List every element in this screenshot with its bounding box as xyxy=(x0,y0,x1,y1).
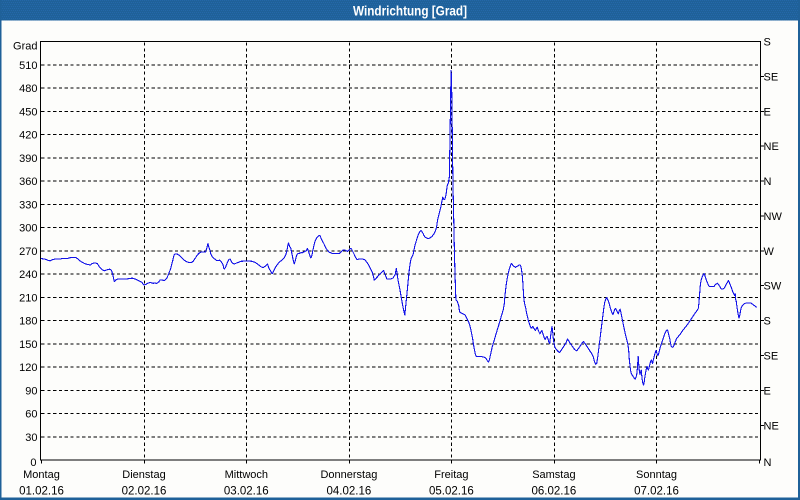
svg-text:420: 420 xyxy=(19,130,37,142)
svg-text:Samstag: Samstag xyxy=(532,469,575,481)
svg-text:E: E xyxy=(764,106,771,118)
svg-text:07.02.16: 07.02.16 xyxy=(634,486,679,498)
svg-text:Montag: Montag xyxy=(23,469,60,481)
svg-text:S: S xyxy=(764,316,771,328)
svg-text:390: 390 xyxy=(19,153,37,165)
svg-text:SW: SW xyxy=(764,281,782,293)
svg-text:120: 120 xyxy=(19,362,37,374)
svg-text:0: 0 xyxy=(30,457,36,469)
svg-text:Mittwoch: Mittwoch xyxy=(225,469,268,481)
svg-text:NE: NE xyxy=(764,141,779,153)
svg-text:E: E xyxy=(764,385,771,397)
svg-text:02.02.16: 02.02.16 xyxy=(122,486,167,498)
svg-text:60: 60 xyxy=(25,409,37,421)
svg-text:Sonntag: Sonntag xyxy=(636,469,677,481)
svg-text:450: 450 xyxy=(19,106,37,118)
svg-text:Grad: Grad xyxy=(13,41,37,53)
svg-text:480: 480 xyxy=(19,83,37,95)
svg-text:N: N xyxy=(764,176,772,188)
svg-text:Freitag: Freitag xyxy=(434,469,468,481)
svg-text:05.02.16: 05.02.16 xyxy=(429,486,474,498)
svg-text:150: 150 xyxy=(19,339,37,351)
svg-text:300: 300 xyxy=(19,223,37,235)
svg-text:510: 510 xyxy=(19,60,37,72)
svg-text:270: 270 xyxy=(19,246,37,258)
svg-text:SE: SE xyxy=(764,351,779,363)
svg-text:30: 30 xyxy=(25,432,37,444)
svg-text:240: 240 xyxy=(19,269,37,281)
svg-text:01.02.16: 01.02.16 xyxy=(19,486,64,498)
svg-text:N: N xyxy=(764,457,772,469)
svg-text:330: 330 xyxy=(19,199,37,211)
svg-text:S: S xyxy=(764,37,771,49)
svg-text:Dienstag: Dienstag xyxy=(122,469,165,481)
svg-text:04.02.16: 04.02.16 xyxy=(327,486,372,498)
svg-text:Windrichtung [Grad]: Windrichtung [Grad] xyxy=(353,3,467,18)
svg-text:SE: SE xyxy=(764,71,779,83)
svg-text:NW: NW xyxy=(764,211,783,223)
svg-text:W: W xyxy=(764,246,775,258)
svg-text:06.02.16: 06.02.16 xyxy=(532,486,577,498)
svg-text:180: 180 xyxy=(19,316,37,328)
svg-text:360: 360 xyxy=(19,176,37,188)
svg-text:Donnerstag: Donnerstag xyxy=(320,469,377,481)
svg-text:210: 210 xyxy=(19,292,37,304)
svg-text:03.02.16: 03.02.16 xyxy=(224,486,269,498)
svg-text:90: 90 xyxy=(25,385,37,397)
svg-text:NE: NE xyxy=(764,420,779,432)
